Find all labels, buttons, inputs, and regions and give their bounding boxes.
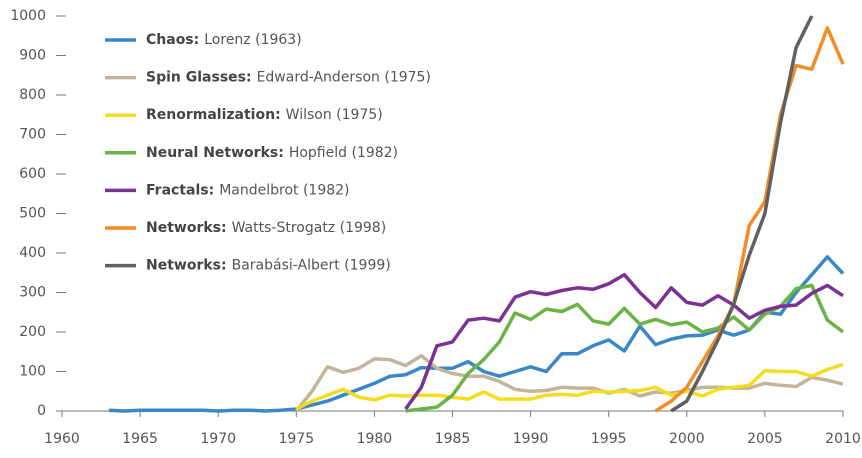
y-tick-label: 400 [19,245,46,261]
legend-name: Networks: [146,258,227,274]
x-tick-label: 1995 [591,431,627,447]
legend-name: Fractals: [146,182,214,198]
y-tick-label: 1000 [10,8,46,24]
x-tick-label: 1960 [44,431,80,447]
legend-entry: Networks: Watts-Strogatz (1998) [146,220,386,236]
x-tick-label: 2010 [825,431,861,447]
legend-detail: Lorenz (1963) [204,32,301,48]
legend-entry: Renormalization: Wilson (1975) [146,107,383,123]
series-line [405,283,845,413]
legend-detail: Mandelbrot (1982) [219,182,349,198]
y-tick-label: 500 [19,206,46,222]
legend-entry: Neural Networks: Hopfield (1982) [146,145,398,161]
y-tick-label: 900 [19,48,46,64]
legend-name: Neural Networks: [146,145,284,161]
series-line [670,15,814,413]
legend-entry: Fractals: Mandelbrot (1982) [146,182,350,198]
legend-detail: Hopfield (1982) [289,145,398,161]
series-line [404,272,844,411]
y-tick-label: 100 [19,364,46,380]
x-tick-label: 1970 [200,431,236,447]
legend-name: Spin Glasses: [146,70,252,86]
legend-detail: Barabási-Albert (1999) [232,258,391,274]
y-tick-label: 0 [37,403,46,419]
legend-name: Networks: [146,220,227,236]
x-tick-label: 1990 [513,431,549,447]
legend-entry: Spin Glasses: Edward-Anderson (1975) [146,70,431,86]
x-tick-label: 2000 [669,431,705,447]
legend-name: Renormalization: [146,107,281,123]
series-line [295,362,844,411]
x-tick-label: 1980 [357,431,393,447]
y-tick-label: 200 [19,324,46,340]
y-tick-label: 800 [19,87,46,103]
series-line [294,353,844,413]
legend-name: Chaos: [146,32,199,48]
legend-detail: Edward-Anderson (1975) [257,70,431,86]
legend-entry: Networks: Barabási-Albert (1999) [146,258,391,274]
y-tick-label: 300 [19,285,46,301]
x-tick-label: 1975 [278,431,314,447]
y-tick-label: 700 [19,127,46,143]
x-tick-label: 1985 [435,431,471,447]
y-tick-label: 600 [19,166,46,182]
x-tick-label: 2005 [747,431,783,447]
legend-detail: Watts-Strogatz (1998) [232,220,387,236]
series-line [654,26,845,413]
legend-detail: Wilson (1975) [286,107,383,123]
legend-entry: Chaos: Lorenz (1963) [146,32,302,48]
x-tick-label: 1965 [122,431,158,447]
